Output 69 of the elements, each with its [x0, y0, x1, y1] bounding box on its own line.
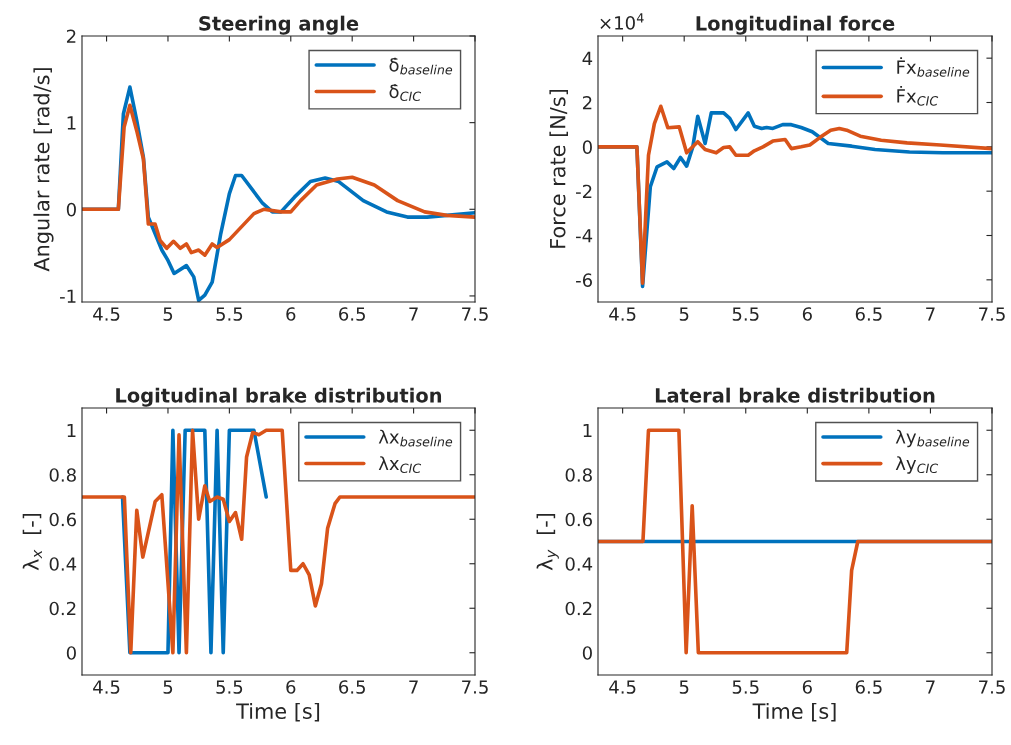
legend-label: Ḟx$_{CIC}$	[897, 86, 939, 106]
chart-title: Logitudinal brake distribution	[116, 387, 442, 407]
y-tick-label: 0.8	[49, 468, 76, 482]
y-tick-label: -6	[576, 273, 592, 287]
x-tick-label: 7.5	[979, 307, 1005, 321]
x-tick-label: 6	[286, 307, 296, 321]
y-tick-label: 0.2	[565, 601, 592, 616]
y-tick-label: -1	[60, 289, 76, 303]
x-tick-label: 4.5	[93, 680, 120, 694]
x-tick-label: 6.5	[339, 307, 365, 321]
y-tick-label: 0.4	[49, 557, 77, 571]
x-tick-label: 4.5	[609, 307, 636, 321]
x-tick-label: 5	[679, 680, 689, 694]
legend-label: λy$_{baseline}$	[895, 429, 970, 448]
y-axis-title: λ$_{y}$ [-]	[536, 513, 559, 571]
y-tick-label: 1	[583, 423, 592, 438]
y-tick-label: -4	[576, 229, 593, 243]
y-tick-label: 0	[66, 646, 76, 660]
y-tick-label: 4	[582, 51, 593, 66]
x-tick-label: 7.5	[462, 307, 488, 321]
x-tick-label: 7	[409, 680, 418, 694]
x-tick-label: 5.5	[732, 680, 759, 694]
x-tick-label: 5.5	[216, 680, 243, 694]
y-axis-title: Angular rate [rad/s]	[33, 68, 54, 272]
y-tick-label: 1	[67, 423, 76, 438]
x-tick-label: 4.5	[93, 307, 120, 321]
chart-title: Steering angle	[199, 15, 359, 35]
y-tick-label: 0.2	[49, 601, 76, 616]
text: ×10$^{4}$	[600, 13, 644, 30]
x-tick-label: 6.5	[339, 680, 365, 694]
x-tick-label: 4.5	[609, 680, 636, 694]
x-tick-label: 7	[926, 307, 935, 321]
x-axis-title: Time [s]	[236, 702, 320, 722]
y-tick-label: 2	[66, 29, 76, 43]
x-tick-label: 6	[802, 680, 812, 694]
legend-label: Ḟx$_{baseline}$	[897, 57, 970, 77]
x-tick-label: 7	[926, 680, 935, 694]
y-tick-label: 1	[67, 116, 76, 130]
y-axis-title: λ$_{x}$ [-]	[22, 513, 42, 571]
chart-title: Lateral brake distribution	[655, 387, 935, 403]
x-tick-label: 5.5	[216, 307, 243, 321]
x-tick-label: 7	[409, 307, 418, 321]
x-tick-label: 5	[163, 307, 173, 321]
x-axis-title: Time [s]	[752, 702, 836, 722]
x-tick-label: 6.5	[855, 307, 882, 321]
y-tick-label: 0.6	[565, 512, 592, 527]
y-tick-label: 0	[582, 140, 592, 154]
x-tick-label: 5.5	[732, 307, 759, 321]
x-tick-label: 7.5	[462, 680, 488, 694]
y-tick-label: 0	[66, 202, 76, 217]
x-tick-label: 6	[802, 307, 812, 321]
y-tick-label: 0	[582, 646, 592, 660]
legend-label: λx$_{CIC}$	[378, 456, 422, 474]
y-tick-label: 0.4	[565, 557, 593, 571]
y-tick-label: 0.6	[49, 512, 76, 527]
y-axis-title: Force rate [N/s]	[549, 89, 568, 248]
y-tick-label: 2	[582, 95, 592, 110]
x-tick-label: 7.5	[979, 680, 1005, 694]
legend-label: δ̇$_{CIC}$	[389, 84, 422, 102]
y-tick-label: -2	[576, 184, 592, 199]
legend-label: δ̇$_{baseline}$	[389, 57, 453, 75]
chart-title: Longitudinal force	[696, 15, 895, 35]
x-tick-label: 5	[163, 680, 173, 694]
x-tick-label: 6.5	[855, 680, 882, 694]
legend-label: λy$_{CIC}$	[895, 456, 939, 474]
x-tick-label: 6	[286, 680, 296, 694]
x-tick-label: 5	[679, 307, 689, 321]
y-tick-label: 0.8	[565, 468, 592, 482]
legend-label: λx$_{baseline}$	[378, 429, 453, 447]
